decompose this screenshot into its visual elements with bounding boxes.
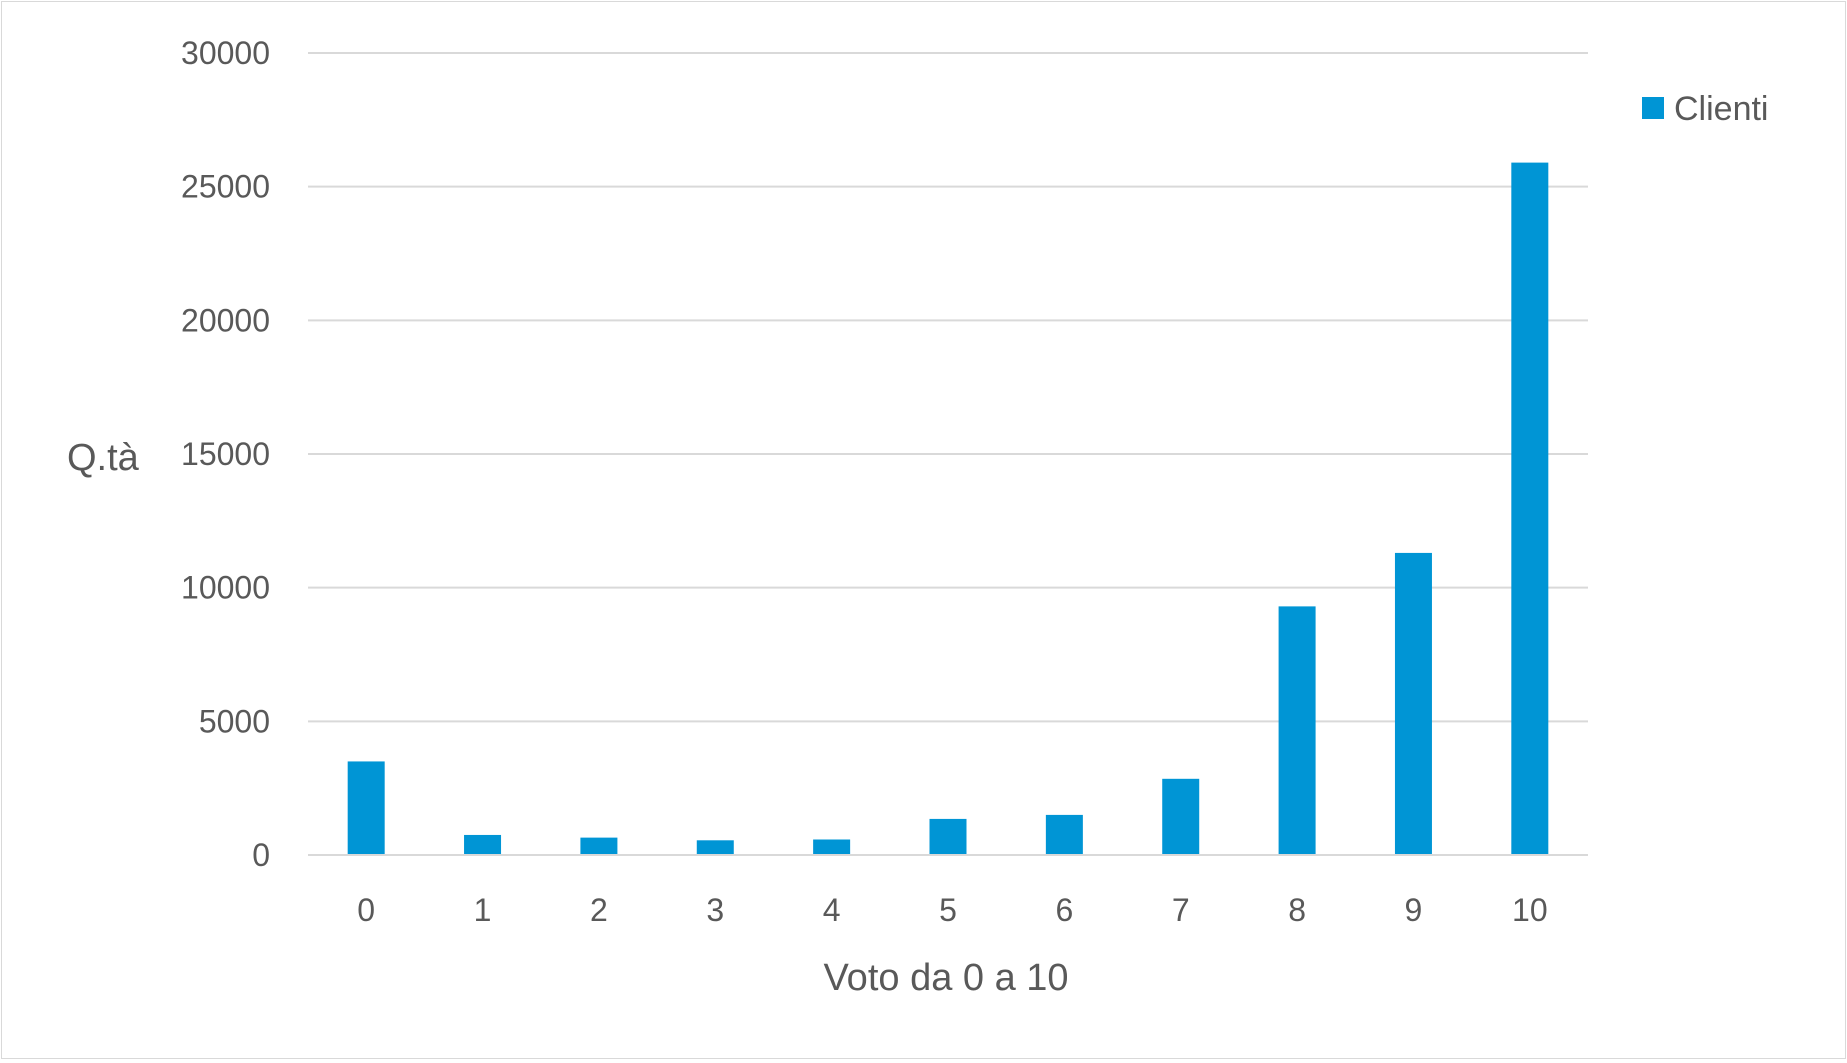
- legend-swatch: [1642, 97, 1664, 119]
- gridlines: [308, 52, 1588, 723]
- bar-7: [1162, 778, 1200, 855]
- bar-0: [347, 761, 385, 855]
- bar-2: [580, 837, 618, 855]
- bar-6: [1045, 814, 1083, 855]
- y-tick-label: 15000: [181, 436, 270, 472]
- bar-3: [696, 840, 734, 855]
- x-tick-label: 10: [1512, 892, 1548, 928]
- bars: [347, 162, 1549, 855]
- legend: Clienti: [1642, 90, 1768, 128]
- x-axis-tick-labels: 0 1 2 3 4 5 6 7 8 9 10: [357, 892, 1547, 928]
- y-tick-label: 10000: [181, 570, 270, 606]
- x-tick-label: 3: [706, 892, 724, 928]
- x-tick-label: 1: [474, 892, 492, 928]
- legend-label: Clienti: [1674, 90, 1768, 128]
- y-tick-label: 5000: [199, 703, 270, 739]
- x-tick-label: 2: [590, 892, 608, 928]
- x-tick-label: 9: [1405, 892, 1423, 928]
- bar-1: [464, 834, 502, 855]
- bar-9: [1394, 552, 1432, 855]
- x-axis-title: Voto da 0 a 10: [823, 957, 1068, 999]
- x-tick-label: 6: [1055, 892, 1073, 928]
- y-tick-label: 20000: [181, 302, 270, 338]
- x-tick-label: 4: [823, 892, 841, 928]
- y-axis-title: Q.tà: [67, 437, 140, 479]
- bar-5: [929, 818, 967, 855]
- x-tick-label: 7: [1172, 892, 1190, 928]
- y-tick-label: 0: [252, 837, 270, 873]
- y-tick-label: 25000: [181, 169, 270, 205]
- x-tick-label: 5: [939, 892, 957, 928]
- bar-10: [1511, 162, 1549, 855]
- bar-8: [1278, 606, 1316, 855]
- x-tick-label: 0: [357, 892, 375, 928]
- x-tick-label: 8: [1288, 892, 1306, 928]
- y-tick-label: 30000: [181, 35, 270, 71]
- y-axis-tick-labels: 0 5000 10000 15000 20000 25000 30000: [181, 35, 270, 873]
- bar-4: [813, 839, 851, 855]
